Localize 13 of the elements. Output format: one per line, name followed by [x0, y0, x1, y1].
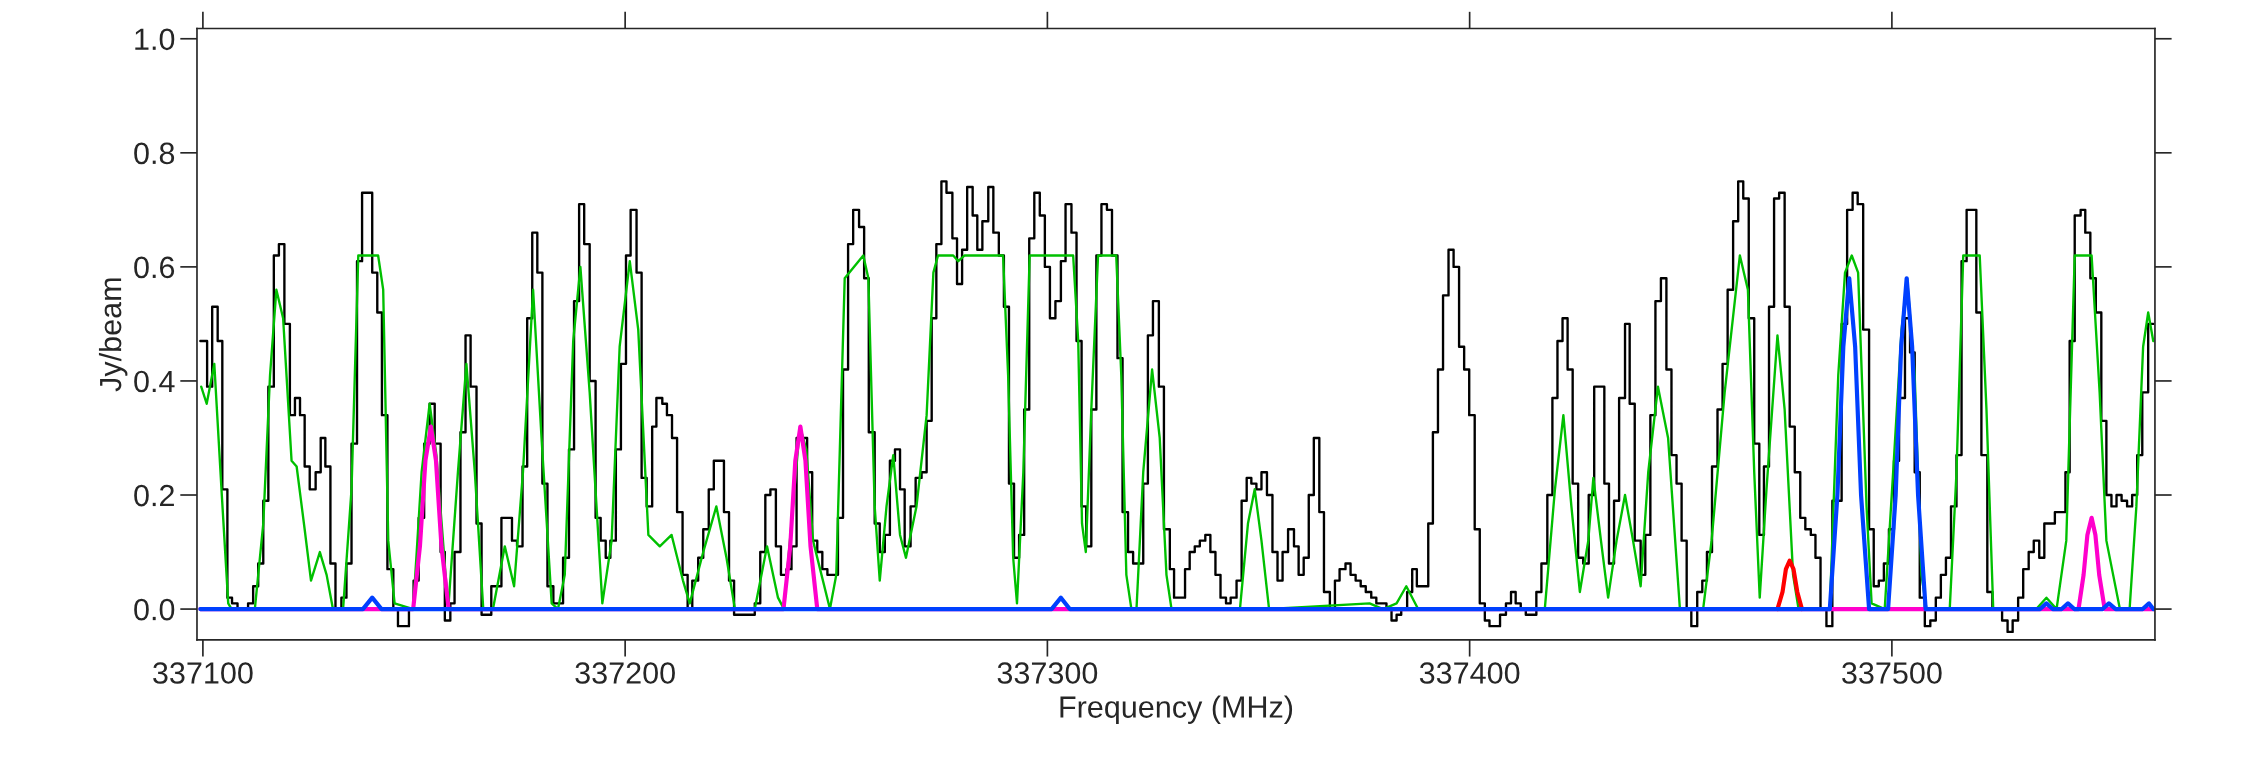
y-tick-label: 0.8 [134, 142, 175, 165]
y-tick-label: 0.0 [134, 598, 175, 621]
x-tick-label: 337500 [1842, 662, 1942, 684]
x-tick-label: 337200 [575, 662, 675, 684]
x-tick-label: 337100 [153, 662, 253, 684]
y-tick-label: 1.0 [135, 28, 175, 51]
y-tick-label: 0.4 [134, 370, 175, 393]
x-tick-label: 337300 [997, 662, 1098, 684]
x-axis-title: Frequency (MHz) [1060, 695, 1293, 724]
y-tick-label: 0.2 [134, 484, 174, 507]
x-tick-label: 337400 [1419, 662, 1520, 684]
y-tick-label: 0.6 [134, 256, 175, 279]
y-axis-title: Jy/beam [98, 278, 128, 392]
